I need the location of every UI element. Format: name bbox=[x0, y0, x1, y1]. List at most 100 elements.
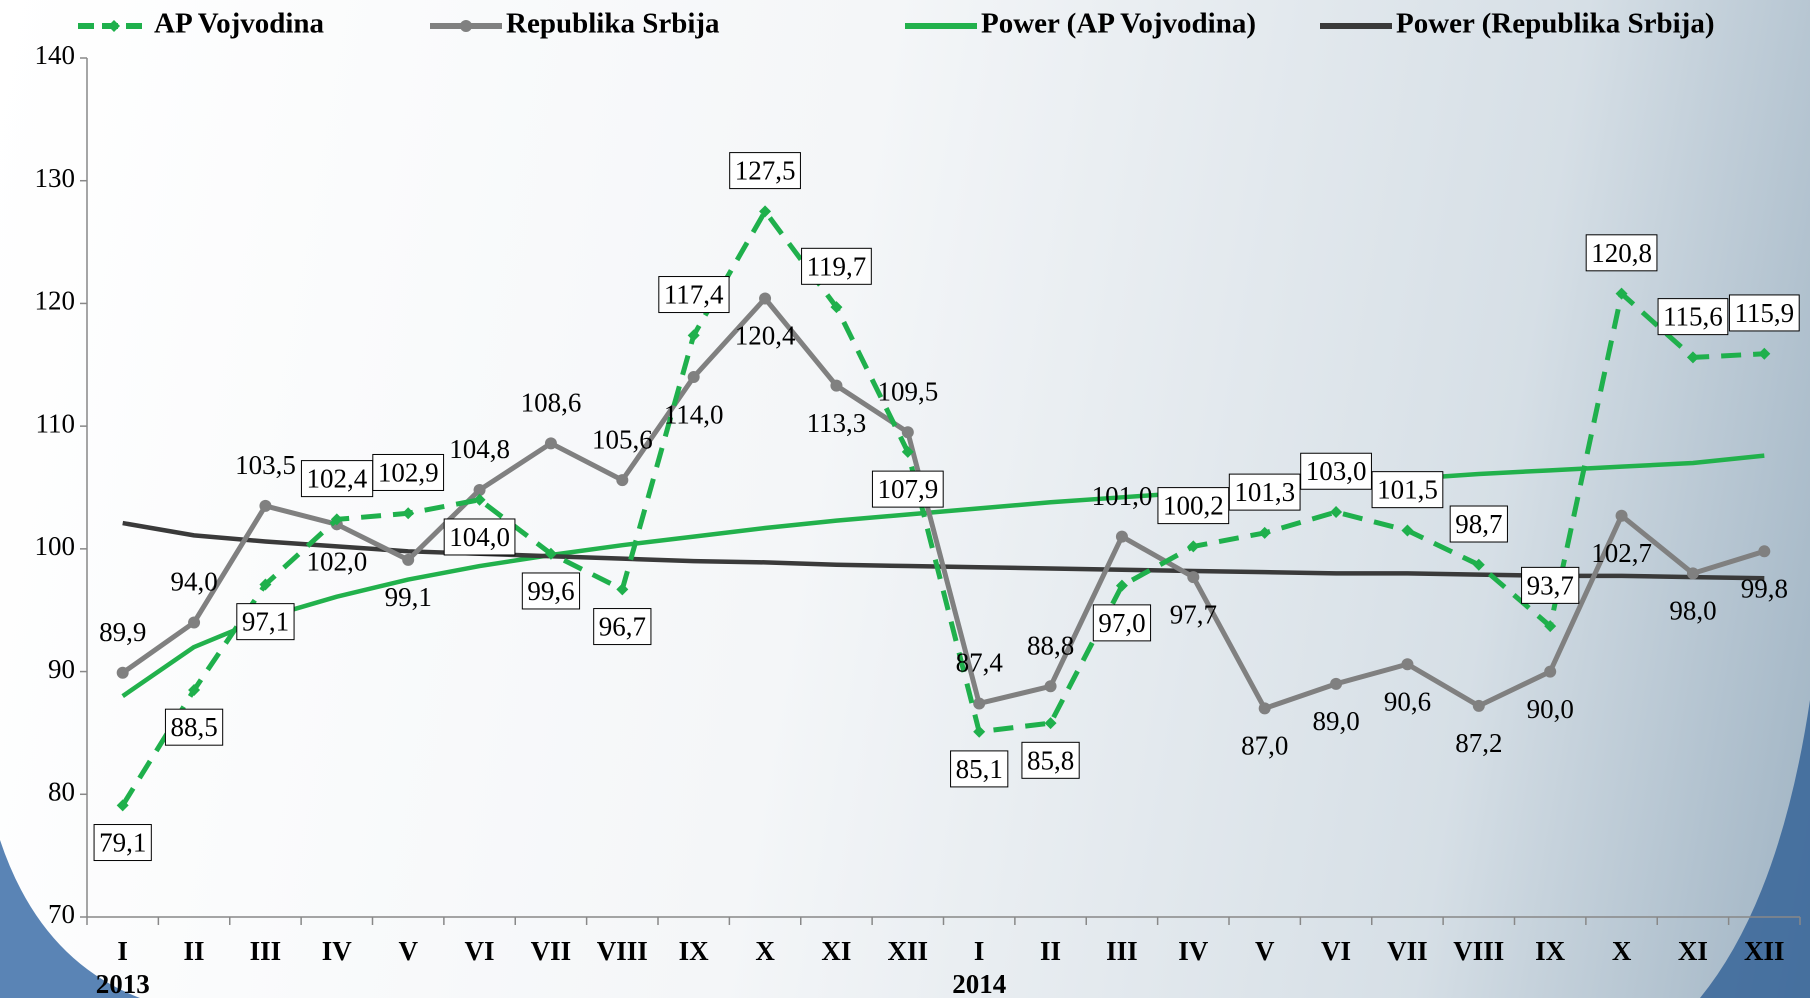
data-label-box bbox=[521, 572, 581, 610]
data-label-box bbox=[950, 750, 1009, 788]
point bbox=[116, 799, 129, 812]
point bbox=[473, 483, 486, 496]
point bbox=[1187, 540, 1200, 553]
data-label: 88,8 bbox=[1027, 631, 1074, 661]
data-label: 87,2 bbox=[1455, 728, 1502, 758]
data-label: 99,8 bbox=[1741, 574, 1788, 604]
data-label: 119,7 bbox=[807, 251, 867, 281]
data-label: 96,7 bbox=[599, 612, 646, 642]
data-label: 99,1 bbox=[385, 582, 432, 612]
x-tick-label: X bbox=[755, 936, 775, 966]
data-label: 107,9 bbox=[877, 474, 938, 504]
x-tick-label: VI bbox=[1321, 936, 1351, 966]
legend-label: Republika Srbija bbox=[506, 8, 720, 40]
data-label-box bbox=[1728, 294, 1800, 332]
x-tick-label: III bbox=[250, 936, 282, 966]
data-label-box bbox=[1157, 487, 1230, 525]
point bbox=[830, 301, 843, 314]
x-tick-label: I bbox=[974, 936, 985, 966]
y-tick-label: 70 bbox=[48, 899, 75, 929]
series-line bbox=[121, 453, 1765, 698]
decor-swoosh bbox=[1700, 700, 1810, 998]
data-label-box bbox=[801, 247, 872, 285]
data-label-box bbox=[1449, 505, 1508, 543]
decor-swoosh bbox=[0, 840, 140, 998]
x-tick-label: IV bbox=[1178, 936, 1209, 966]
point bbox=[830, 379, 843, 392]
data-label: 89,9 bbox=[99, 617, 146, 647]
data-label: 85,8 bbox=[1027, 745, 1074, 775]
data-label: 87,0 bbox=[1241, 731, 1288, 761]
point bbox=[1686, 351, 1699, 364]
data-label-box bbox=[443, 518, 516, 556]
data-label: 87,4 bbox=[956, 648, 1004, 678]
point bbox=[759, 205, 772, 218]
data-label-box bbox=[1585, 234, 1658, 272]
point bbox=[402, 553, 415, 566]
point bbox=[1472, 699, 1485, 712]
data-label: 113,3 bbox=[807, 408, 867, 438]
point bbox=[687, 371, 700, 384]
y-tick-label: 140 bbox=[35, 40, 76, 70]
legend-label: AP Vojvodina bbox=[154, 8, 325, 40]
series-line bbox=[121, 296, 1766, 711]
point bbox=[1615, 287, 1628, 300]
data-label: 101,0 bbox=[1092, 481, 1153, 511]
data-label-box bbox=[1521, 566, 1580, 604]
data-label: 94,0 bbox=[170, 567, 217, 597]
x-tick-label: X bbox=[1612, 936, 1632, 966]
point bbox=[1330, 506, 1343, 519]
point bbox=[259, 499, 272, 512]
data-label: 115,9 bbox=[1734, 298, 1794, 328]
data-label-box bbox=[236, 603, 295, 641]
data-label-box bbox=[1300, 452, 1372, 490]
data-label: 101,5 bbox=[1377, 475, 1438, 505]
x-tick-label: XII bbox=[1744, 936, 1785, 966]
data-label: 117,4 bbox=[664, 280, 724, 310]
x-tick-label: XI bbox=[821, 936, 851, 966]
data-label: 90,0 bbox=[1527, 694, 1574, 724]
point bbox=[1758, 545, 1771, 558]
data-label: 103,0 bbox=[1306, 456, 1367, 486]
y-tick-label: 120 bbox=[35, 286, 76, 316]
y-tick-label: 130 bbox=[35, 163, 76, 193]
x-tick-label: VIII bbox=[1453, 936, 1504, 966]
point bbox=[188, 616, 201, 629]
data-label-box bbox=[164, 708, 224, 746]
point bbox=[1758, 347, 1771, 360]
data-label: 120,8 bbox=[1591, 238, 1652, 268]
point bbox=[116, 666, 129, 679]
point bbox=[1330, 677, 1343, 690]
x-tick-label: II bbox=[1040, 936, 1061, 966]
point bbox=[973, 725, 986, 738]
point bbox=[1258, 526, 1271, 539]
data-label: 104,0 bbox=[449, 522, 510, 552]
data-label-box bbox=[593, 608, 652, 646]
x-tick-label: VI bbox=[465, 936, 495, 966]
data-label-box bbox=[93, 824, 152, 862]
legend-label: Power (AP Vojvodina) bbox=[981, 8, 1256, 40]
point bbox=[188, 683, 201, 696]
data-label: 93,7 bbox=[1527, 570, 1574, 600]
point bbox=[544, 437, 557, 450]
data-label: 89,0 bbox=[1312, 706, 1359, 736]
data-label: 97,7 bbox=[1170, 599, 1217, 629]
x-tick-label: III bbox=[1106, 936, 1138, 966]
data-label-box bbox=[1092, 604, 1152, 642]
data-label-box bbox=[871, 470, 944, 508]
data-label: 100,2 bbox=[1163, 491, 1224, 521]
legend-marker bbox=[108, 20, 120, 32]
data-label: 115,6 bbox=[1663, 302, 1723, 332]
point bbox=[1686, 567, 1699, 580]
point bbox=[901, 445, 914, 458]
data-label: 102,9 bbox=[378, 457, 439, 487]
point bbox=[330, 513, 343, 526]
x-tick-label: VII bbox=[1387, 936, 1428, 966]
data-label: 101,3 bbox=[1234, 477, 1295, 507]
data-label: 109,5 bbox=[877, 376, 938, 406]
x-tick-label: V bbox=[398, 936, 418, 966]
point bbox=[1044, 717, 1057, 730]
data-label: 97,1 bbox=[242, 607, 289, 637]
point bbox=[473, 493, 486, 506]
point bbox=[1472, 558, 1485, 571]
